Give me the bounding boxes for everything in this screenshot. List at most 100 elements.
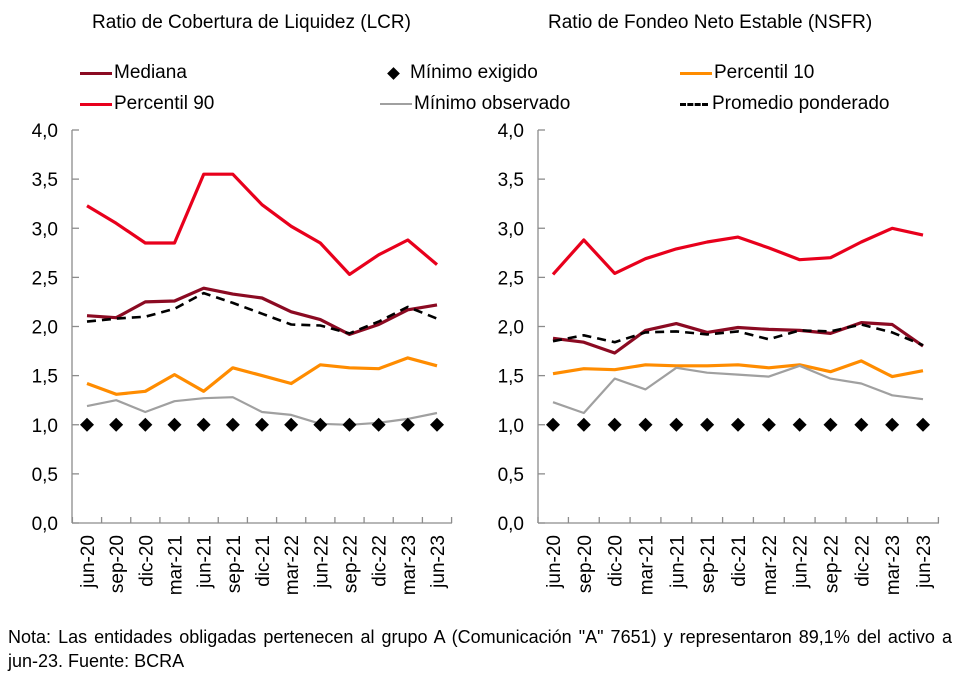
y-tick-label: 2,0 — [498, 318, 524, 339]
point-minimo-exigido — [313, 417, 328, 432]
y-tick-label: 3,5 — [32, 170, 58, 191]
legend-label: Percentil 10 — [714, 62, 815, 83]
y-tick-label: 0,5 — [498, 465, 524, 486]
point-minimo-exigido — [823, 417, 838, 432]
series-line-minimo-observado — [552, 364, 924, 415]
legend-line-icon — [680, 71, 712, 75]
series-line-mediana — [552, 321, 924, 355]
point-minimo-exigido — [400, 417, 415, 432]
chart-title-lcr: Ratio de Cobertura de Liquidez (LCR) — [92, 12, 411, 33]
point-minimo-exigido — [284, 417, 299, 432]
legend-item-percentil-10: Percentil 10 — [680, 61, 814, 85]
y-tick-label: 2,5 — [32, 268, 58, 289]
legend-item-minimo-observado: Mínimo observado — [380, 92, 570, 116]
y-tick-label: 2,0 — [32, 318, 58, 339]
y-tick-label: 3,0 — [32, 219, 58, 240]
series-line-percentil-90 — [86, 172, 439, 276]
point-minimo-exigido — [80, 417, 94, 432]
point-minimo-exigido — [761, 417, 776, 432]
x-tick-label: dic-21 — [729, 535, 750, 587]
point-minimo-exigido — [731, 417, 745, 432]
point-minimo-exigido — [669, 417, 684, 432]
y-tick-label: 1,5 — [32, 367, 58, 388]
x-tick-label: sep-21 — [224, 535, 245, 593]
x-tick-label: dic-22 — [852, 535, 873, 587]
series-line-promedio-ponderado — [552, 323, 924, 347]
x-tick-label: mar-22 — [760, 535, 781, 595]
point-minimo-exigido — [638, 417, 653, 432]
chart-panel-1: 0,0 0,5 1,0 1,5 2,0 2,5 3,0 3,5 4,0 jun-20 sep-20 d… — [498, 121, 940, 595]
point-minimo-exigido — [792, 417, 807, 432]
point-minimo-exigido — [196, 417, 211, 432]
x-tick-label: jun-22 — [311, 535, 332, 589]
x-tick-label: dic-20 — [136, 535, 157, 587]
legend-label: Mínimo observado — [414, 93, 571, 114]
x-tick-label: sep-20 — [107, 535, 128, 593]
y-tick-label: 1,0 — [498, 416, 524, 437]
point-minimo-exigido — [109, 417, 124, 432]
x-tick-label: dic-22 — [370, 535, 391, 587]
x-tick-label: sep-22 — [822, 535, 843, 593]
y-tick-label: 1,0 — [32, 416, 58, 437]
point-minimo-exigido — [885, 417, 900, 432]
x-tick-label: jun-23 — [914, 535, 935, 589]
x-tick-label: mar-21 — [637, 535, 658, 595]
series-line-mediana — [86, 286, 438, 336]
y-tick-label: 0,0 — [32, 514, 58, 535]
point-minimo-exigido — [916, 417, 930, 432]
y-tick-label: 3,5 — [498, 170, 524, 191]
point-minimo-exigido — [854, 417, 869, 432]
point-minimo-exigido — [255, 417, 269, 432]
point-minimo-exigido — [430, 417, 444, 432]
legend-item-promedio-ponderado: Promedio ponderado — [680, 92, 889, 116]
x-tick-label: jun-23 — [428, 535, 449, 589]
x-tick-label: mar-21 — [166, 535, 187, 595]
point-minimo-exigido — [371, 417, 386, 432]
x-tick-label: sep-20 — [575, 535, 596, 593]
x-tick-label: dic-20 — [606, 535, 627, 587]
chart-panel-0: 0,0 0,5 1,0 1,5 2,0 2,5 3,0 3,5 4,0 jun-20 sep-20 d… — [32, 121, 453, 595]
x-tick-label: mar-23 — [399, 535, 420, 595]
legend-label: Promedio ponderado — [712, 93, 890, 114]
point-minimo-exigido — [342, 417, 357, 432]
point-minimo-exigido — [167, 417, 182, 432]
legend-dashed-line-icon — [680, 102, 708, 106]
x-tick-label: jun-21 — [195, 535, 216, 589]
legend-label: Mediana — [114, 62, 187, 83]
legend-item-minimo-exigido: Mínimo exigido — [382, 61, 538, 85]
legend-line-icon — [80, 71, 112, 75]
x-tick-label: jun-20 — [78, 535, 99, 589]
series-line-percentil-10 — [552, 359, 924, 379]
x-tick-label: sep-22 — [341, 535, 362, 593]
x-tick-label: jun-21 — [667, 535, 688, 589]
legend-line-icon — [80, 102, 112, 106]
x-tick-label: mar-22 — [282, 535, 303, 595]
y-tick-label: 0,0 — [498, 514, 524, 535]
y-tick-label: 1,5 — [498, 367, 524, 388]
point-minimo-exigido — [700, 417, 715, 432]
footnote: Nota: Las entidades obligadas pertenecen… — [8, 627, 952, 671]
legend-label: Percentil 90 — [114, 93, 215, 114]
y-tick-label: 4,0 — [32, 121, 58, 142]
legend-line-icon — [380, 103, 412, 105]
chart-title-nsfr: Ratio de Fondeo Neto Estable (NSFR) — [548, 12, 873, 33]
y-tick-label: 3,0 — [498, 219, 524, 240]
x-tick-label: dic-21 — [253, 535, 274, 587]
y-tick-label: 2,5 — [498, 268, 524, 289]
legend-item-percentil-90: Percentil 90 — [80, 92, 214, 116]
point-minimo-exigido — [138, 417, 153, 432]
legend-label: Mínimo exigido — [410, 62, 538, 83]
series-line-percentil-10 — [86, 356, 438, 396]
y-tick-label: 4,0 — [498, 121, 524, 142]
x-tick-label: jun-20 — [544, 535, 565, 589]
point-minimo-exigido — [225, 417, 240, 432]
point-minimo-exigido — [576, 417, 591, 432]
x-tick-label: mar-23 — [883, 535, 904, 595]
series-line-promedio-ponderado — [86, 291, 438, 335]
series-line-percentil-90 — [551, 226, 924, 276]
x-tick-label: sep-21 — [698, 535, 719, 593]
point-minimo-exigido — [607, 417, 622, 432]
x-tick-label: jun-22 — [791, 535, 812, 589]
y-tick-label: 0,5 — [32, 465, 58, 486]
